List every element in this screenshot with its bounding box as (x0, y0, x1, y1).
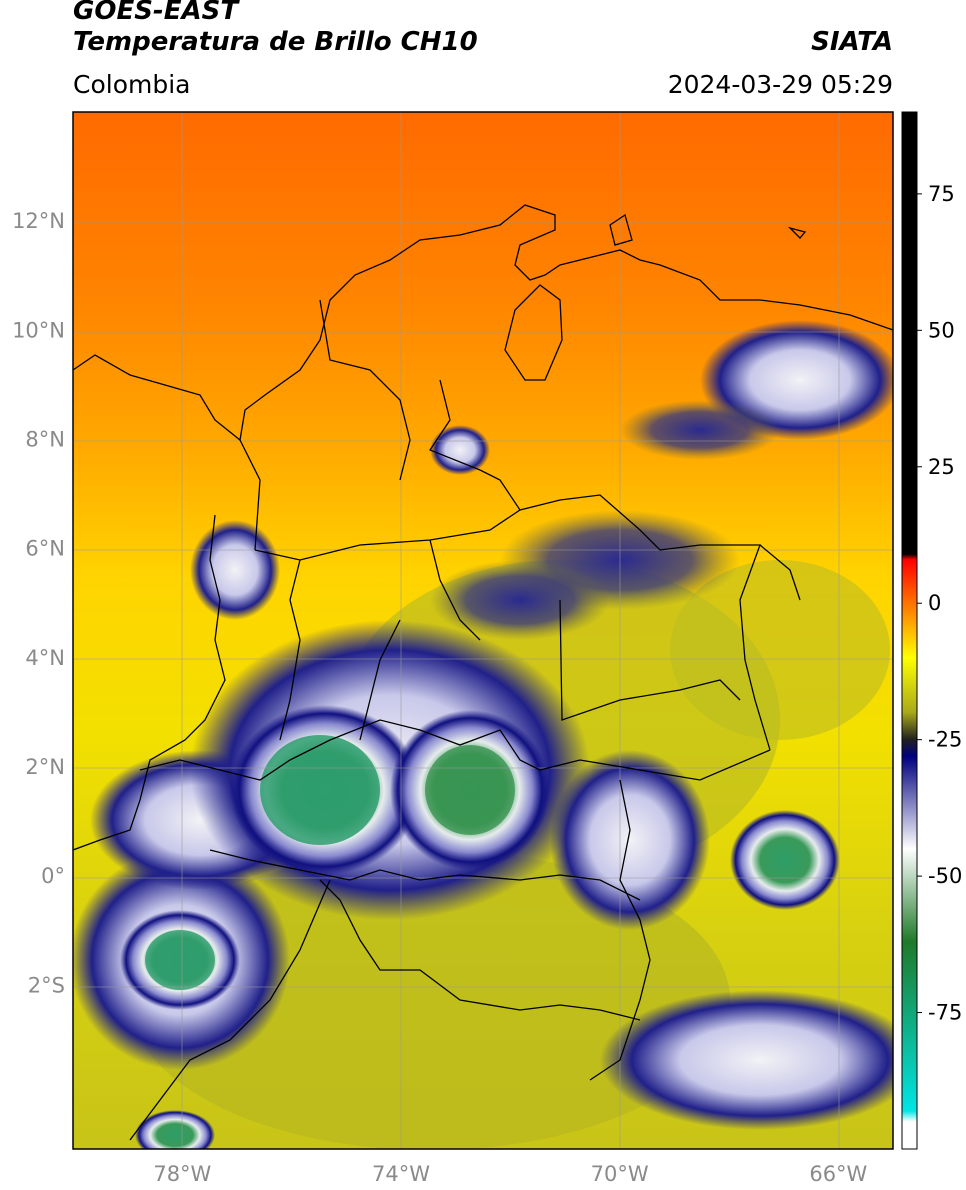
organization-label: SIATA (811, 27, 893, 57)
brightness-field (73, 112, 893, 1149)
coastline-pacific (73, 514, 226, 851)
convection-cell (190, 520, 280, 620)
lon-tick-label: 74°W (372, 1162, 430, 1186)
product-title: Temperatura de Brillo CH10 (73, 27, 478, 57)
colorbar-tick-label: -25 (928, 728, 962, 752)
coastline (73, 204, 893, 442)
cold-cloud-core (145, 930, 215, 990)
colorbar-tick-label: 75 (928, 182, 955, 206)
border (279, 559, 301, 741)
timestamp-label: 2024-03-29 05:29 (667, 70, 893, 99)
border (429, 539, 481, 641)
lat-tick-label: 10°N (12, 318, 65, 342)
border (254, 494, 771, 751)
convection-band (430, 560, 610, 640)
border (319, 299, 411, 481)
border (319, 879, 641, 1021)
lat-tick-label: 12°N (12, 209, 65, 233)
region-label: Colombia (73, 70, 191, 99)
lon-tick-label: 78°W (153, 1162, 211, 1186)
lat-tick-label: 4°N (25, 646, 65, 670)
colorbar-ticks: 75 50 25 0 -25 -50 -75 (917, 182, 962, 1025)
convection-cell (730, 810, 840, 910)
border (359, 619, 401, 741)
convection-cell (600, 990, 893, 1130)
border (429, 379, 521, 511)
island (609, 213, 633, 246)
colorbar-tick-label: -50 (928, 864, 962, 888)
lon-tick-label: 70°W (591, 1162, 649, 1186)
longitude-ticks: 78°W 74°W 70°W 66°W (153, 1162, 867, 1186)
cold-cloud-core (425, 745, 515, 835)
border (209, 849, 641, 901)
border (139, 719, 771, 781)
lat-tick-label: 2°N (25, 755, 65, 779)
border (759, 544, 801, 601)
border (559, 599, 741, 721)
border (129, 879, 331, 1141)
cold-cloud-core (260, 735, 380, 845)
lat-tick-label: 8°N (25, 427, 65, 451)
convection-band (620, 400, 780, 460)
latitude-ticks: 12°N 10°N 8°N 6°N 4°N 2°N 0° 2°S (12, 209, 65, 997)
lat-tick-label: 0° (41, 864, 65, 888)
colorbar-tick-label: -75 (928, 1001, 962, 1025)
lat-tick-label: 6°N (25, 537, 65, 561)
border (239, 439, 261, 551)
lon-tick-label: 66°W (809, 1162, 867, 1186)
map-frame (72, 111, 894, 1150)
colorbar-tick-label: 25 (928, 455, 955, 479)
convection-cell (550, 750, 710, 930)
colorbar-tick-label: 50 (928, 318, 955, 342)
convection-cell (430, 425, 490, 475)
island (787, 226, 807, 239)
gridlines (73, 112, 893, 1149)
cold-cloud-top (135, 1110, 215, 1149)
border (589, 779, 651, 1081)
colorbar (901, 111, 918, 1150)
olive-area (670, 560, 890, 740)
lake-maracaibo (504, 284, 563, 381)
coastlines-borders (73, 204, 893, 1141)
satellite-title: GOES-EAST (73, 0, 239, 26)
colorbar-tick-label: 0 (928, 591, 941, 615)
lat-tick-label: 2°S (28, 973, 65, 997)
